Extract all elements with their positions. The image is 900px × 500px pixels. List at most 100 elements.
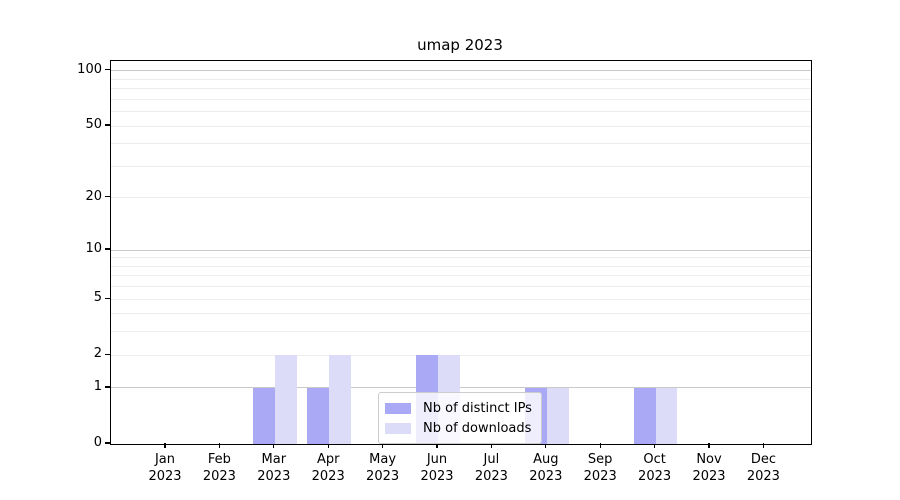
x-tick-mark [218, 443, 220, 448]
x-tick-year: 2023 [638, 469, 672, 484]
x-tick-month: Sep [587, 452, 613, 467]
x-tick-label: Oct 2023 [623, 451, 687, 485]
gridline-minor [111, 275, 811, 277]
y-tick-mark [105, 442, 110, 444]
y-tick-label: 5 [93, 290, 102, 306]
x-tick-label: Jan 2023 [133, 451, 197, 485]
x-tick-month: Mar [261, 452, 287, 467]
x-tick-mark [436, 443, 438, 448]
gridline-minor [111, 111, 811, 113]
x-tick-mark [599, 443, 601, 448]
x-tick-label: Feb 2023 [187, 451, 251, 485]
bar-oct-s0 [633, 387, 656, 444]
x-tick-mark [762, 443, 764, 448]
x-tick-label: Aug 2023 [514, 451, 578, 485]
x-tick-mark [654, 443, 656, 448]
legend-item: Nb of distinct IPs [385, 398, 532, 418]
gridline-minor [111, 265, 811, 267]
y-tick-mark [105, 196, 110, 198]
bar-apr-s0 [307, 387, 330, 444]
x-tick-year: 2023 [583, 469, 617, 484]
gridline-minor [111, 298, 811, 300]
gridline-minor [111, 354, 811, 356]
x-tick-month: Jun [426, 452, 448, 467]
x-tick-year: 2023 [420, 469, 454, 484]
y-tick-mark [105, 248, 110, 250]
gridline-major [111, 249, 811, 251]
y-tick-label: 0 [93, 435, 102, 450]
gridline-minor [111, 78, 811, 80]
legend-item: Nb of downloads [385, 418, 532, 438]
x-tick-label: Sep 2023 [568, 451, 632, 485]
legend-item-label: Nb of downloads [423, 420, 532, 436]
x-tick-month: Dec [750, 452, 776, 467]
x-tick-mark [382, 443, 384, 448]
x-tick-year: 2023 [311, 469, 345, 484]
gridline-minor [111, 286, 811, 288]
gridline-minor [111, 98, 811, 100]
x-tick-mark [545, 443, 547, 448]
y-tick-mark [105, 297, 110, 299]
x-tick-year: 2023 [202, 469, 236, 484]
bar-oct-s1 [655, 387, 678, 444]
y-tick-label: 1 [93, 378, 102, 394]
y-tick-label: 50 [85, 117, 102, 133]
gridline-minor [111, 143, 811, 145]
x-tick-label: Jul 2023 [459, 451, 523, 485]
y-tick-mark [105, 386, 110, 388]
x-tick-label: Mar 2023 [242, 451, 306, 485]
bar-mar-s0 [253, 387, 275, 444]
y-tick-label: 100 [77, 61, 102, 77]
legend-swatch [385, 402, 411, 414]
x-tick-month: Apr [316, 452, 340, 467]
x-tick-year: 2023 [692, 469, 726, 484]
x-tick-month: May [369, 452, 397, 467]
x-tick-month: Jul [483, 452, 500, 467]
gridline-minor [111, 331, 811, 333]
x-tick-year: 2023 [257, 469, 291, 484]
gridline-minor [111, 197, 811, 199]
legend: Nb of distinct IPs Nb of downloads [378, 392, 542, 444]
gridline-minor [111, 257, 811, 259]
y-tick-mark [105, 353, 110, 355]
x-tick-month: Oct [643, 452, 666, 467]
gridline-major [111, 70, 811, 72]
x-tick-year: 2023 [529, 469, 563, 484]
bar-apr-s1 [329, 355, 351, 444]
gridline-minor [111, 165, 811, 167]
x-tick-label: Jun 2023 [405, 451, 469, 485]
x-tick-year: 2023 [474, 469, 508, 484]
x-tick-year: 2023 [746, 469, 780, 484]
x-tick-year: 2023 [148, 469, 182, 484]
x-tick-mark [164, 443, 166, 448]
bar-aug-s1 [546, 387, 569, 444]
x-tick-label: Apr 2023 [296, 451, 360, 485]
gridline-major [111, 387, 811, 389]
y-tick-label: 20 [85, 188, 102, 204]
x-tick-mark [708, 443, 710, 448]
y-tick-mark [105, 124, 110, 126]
x-tick-mark [273, 443, 275, 448]
y-tick-label: 2 [93, 346, 102, 362]
x-tick-year: 2023 [366, 469, 400, 484]
x-tick-month: Feb [207, 452, 231, 467]
legend-swatch [385, 422, 411, 434]
x-tick-month: Aug [533, 452, 559, 467]
gridline-minor [111, 313, 811, 315]
x-tick-label: May 2023 [351, 451, 415, 485]
chart-title: umap 2023 [417, 36, 503, 54]
y-tick-mark [105, 69, 110, 71]
legend-item-label: Nb of distinct IPs [423, 400, 532, 416]
x-tick-mark [327, 443, 329, 448]
gridline-minor [111, 88, 811, 90]
x-tick-mark [490, 443, 492, 448]
gridline-minor [111, 125, 811, 127]
y-tick-label: 10 [85, 241, 102, 257]
plot-area: Nb of distinct IPs Nb of downloads [110, 60, 812, 445]
x-tick-month: Jan [154, 452, 176, 467]
x-tick-month: Nov [696, 452, 722, 467]
x-tick-label: Nov 2023 [677, 451, 741, 485]
x-tick-label: Dec 2023 [731, 451, 795, 485]
bar-mar-s1 [274, 355, 297, 444]
